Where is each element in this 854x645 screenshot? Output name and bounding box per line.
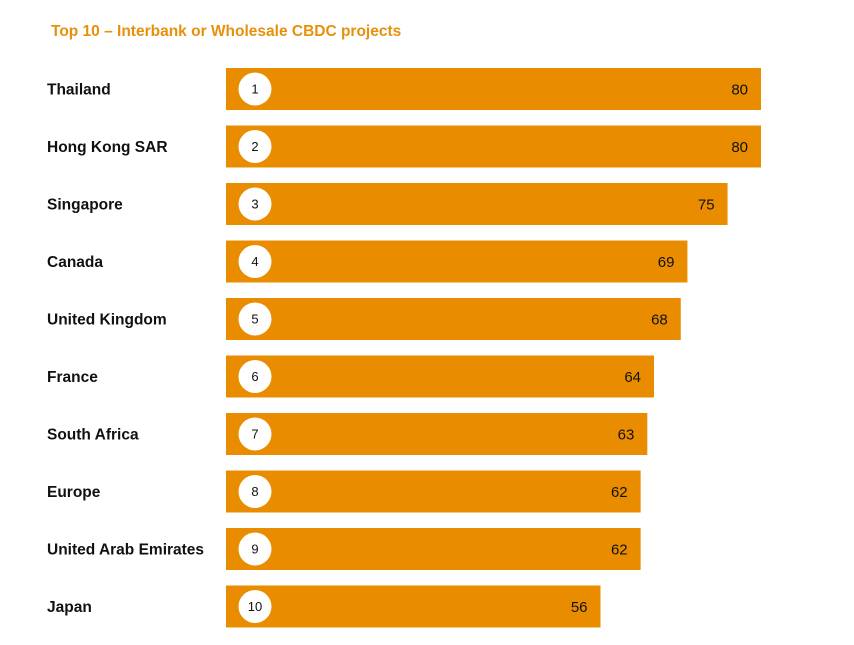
bar bbox=[226, 470, 641, 513]
category-label: France bbox=[47, 369, 98, 386]
value-label: 62 bbox=[611, 484, 628, 501]
bar bbox=[226, 240, 688, 283]
rank-label: 6 bbox=[251, 369, 258, 384]
chart-title: Top 10 – Interbank or Wholesale CBDC pro… bbox=[51, 23, 402, 40]
bar-row: United Arab Emirates 9 62 bbox=[47, 528, 641, 570]
value-label: 64 bbox=[624, 369, 641, 386]
rank-label: 2 bbox=[251, 139, 258, 154]
category-label: United Arab Emirates bbox=[47, 542, 204, 559]
rank-circle bbox=[238, 532, 272, 566]
category-label: Singapore bbox=[47, 197, 123, 214]
value-label: 63 bbox=[618, 427, 635, 444]
category-label: United Kingdom bbox=[47, 312, 167, 329]
bar-row: Canada 4 69 bbox=[47, 240, 688, 283]
value-label: 56 bbox=[571, 599, 588, 616]
rank-circle bbox=[238, 72, 272, 106]
bar bbox=[226, 298, 681, 340]
rank-circle bbox=[238, 187, 272, 221]
bar-row: Japan 10 56 bbox=[47, 585, 601, 628]
value-label: 80 bbox=[731, 139, 748, 156]
rank-label: 5 bbox=[251, 312, 258, 327]
rank-circle bbox=[238, 590, 272, 623]
bar-row: United Kingdom 5 68 bbox=[47, 298, 681, 340]
rank-label: 3 bbox=[251, 197, 258, 212]
bar bbox=[226, 413, 648, 455]
bar-row: Hong Kong SAR 2 80 bbox=[47, 125, 761, 168]
category-label: Canada bbox=[47, 254, 103, 271]
category-label: Europe bbox=[47, 484, 101, 501]
category-label: South Africa bbox=[47, 427, 139, 444]
rank-label: 1 bbox=[251, 82, 258, 97]
bar-row: France 6 64 bbox=[47, 355, 654, 398]
value-label: 62 bbox=[611, 542, 628, 559]
bar bbox=[226, 68, 761, 110]
rank-label: 7 bbox=[251, 427, 258, 442]
rank-circle bbox=[238, 245, 272, 278]
bar-row: Singapore 3 75 bbox=[47, 183, 728, 225]
value-label: 75 bbox=[698, 197, 715, 214]
rank-label: 10 bbox=[248, 599, 262, 614]
bar bbox=[226, 125, 761, 168]
bar bbox=[226, 585, 601, 628]
rank-label: 4 bbox=[251, 254, 258, 269]
category-label: Hong Kong SAR bbox=[47, 139, 168, 156]
category-label: Japan bbox=[47, 599, 92, 616]
value-label: 68 bbox=[651, 312, 668, 329]
rank-circle bbox=[238, 360, 272, 393]
bar-row: South Africa 7 63 bbox=[47, 413, 648, 455]
category-label: Thailand bbox=[47, 82, 111, 99]
rank-circle bbox=[238, 417, 272, 451]
rank-circle bbox=[238, 475, 272, 508]
rank-label: 8 bbox=[251, 484, 258, 499]
bar bbox=[226, 528, 641, 570]
value-label: 69 bbox=[658, 254, 675, 271]
value-label: 80 bbox=[731, 82, 748, 99]
rank-circle bbox=[238, 302, 272, 336]
bar bbox=[226, 355, 654, 398]
rank-label: 9 bbox=[251, 542, 258, 557]
rank-circle bbox=[238, 130, 272, 163]
bar bbox=[226, 183, 728, 225]
bar-row: Thailand 1 80 bbox=[47, 68, 761, 110]
bar-row: Europe 8 62 bbox=[47, 470, 641, 513]
